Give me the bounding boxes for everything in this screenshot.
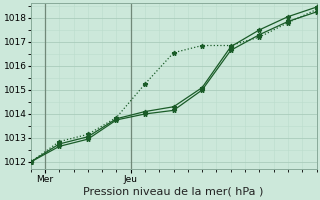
X-axis label: Pression niveau de la mer( hPa ): Pression niveau de la mer( hPa ) (84, 187, 264, 197)
